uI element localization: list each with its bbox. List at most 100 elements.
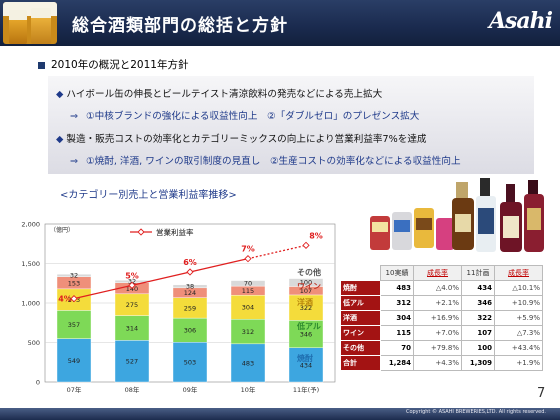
bullet-1-sub: ⇒ ①中核ブランドの強化による収益性向上 ②「ダブルゼロ」のプレゼンス拡大 — [70, 108, 419, 122]
row-label: その他 — [340, 340, 381, 356]
cell-rate: +16.9% — [413, 310, 462, 326]
bar-value-label: 527 — [126, 358, 138, 366]
row-label: 合計 — [340, 355, 381, 371]
section-title: 2010年の概況と2011年方針 — [51, 59, 189, 71]
cell-value: 100 — [461, 340, 495, 356]
y-tick-label: 500 — [28, 339, 40, 347]
bar-segment — [114, 315, 150, 341]
section-heading: 2010年の概況と2011年方針 — [38, 57, 188, 72]
bar-segment — [288, 347, 324, 383]
margin-point — [186, 268, 194, 276]
bullet-2-text: 製造・販売コストの効率化とカテゴリーミックスの向上により営業利益率7%を達成 — [66, 134, 427, 145]
bar-segment — [230, 318, 266, 345]
table-row: 焼酎 483 △4.0% 434 △10.1% — [340, 280, 543, 296]
bar-value-label: 434 — [300, 361, 312, 369]
row-label: 低アル — [340, 295, 381, 311]
bar-value-label: 32 — [70, 272, 78, 280]
product-images — [370, 178, 544, 252]
row-label: 洋酒 — [340, 310, 381, 326]
x-tick-label: 09年 — [183, 385, 198, 394]
bar-value-label: 322 — [300, 304, 312, 312]
data-table: 10実績 成長率 11計画 成長率 焼酎 483 △4.0% 434 △10.1… — [340, 265, 543, 371]
footer-bar: Copyright © ASAHI BREWERIES,LTD. All rig… — [0, 408, 560, 420]
cell-rate: +5.9% — [494, 310, 543, 326]
diamond-bullet-icon: ◆ — [56, 134, 64, 145]
y-tick-label: 1,500 — [21, 260, 40, 268]
margin-line-forecast — [247, 244, 307, 260]
bullet-2-sub-text: ①焼酎, 洋酒, ワインの取引制度の見直し ②生産コストの効率化などによる収益性… — [86, 156, 461, 167]
bar-value-label: 124 — [184, 289, 196, 297]
page-title: 総合酒類部門の総括と方針 — [72, 16, 288, 36]
cell-rate: +4.3% — [413, 355, 462, 371]
row-label: 焼酎 — [340, 280, 381, 296]
cell-rate: △10.1% — [494, 280, 543, 296]
page-number: 7 — [537, 386, 546, 401]
table-row: 低アル 312 +2.1% 346 +10.9% — [340, 295, 543, 311]
bar-value-label: 483 — [242, 359, 254, 367]
bar-segment — [230, 280, 266, 287]
bar-value-label: 70 — [244, 279, 252, 287]
beer-image — [3, 2, 57, 44]
table-row-total: 合計 1,284 +4.3% 1,309 +1.9% — [340, 355, 543, 371]
margin-point — [128, 281, 136, 289]
bar-value-label: 549 — [68, 357, 80, 365]
legend-line-label: 営業利益率 — [156, 227, 194, 237]
bullet-1-text: ハイボール缶の伸長とビールテイスト清涼飲料の発売などによる売上拡大 — [66, 89, 383, 100]
legend-label: 低アル — [296, 321, 321, 331]
diamond-bullet-icon: ◆ — [56, 89, 64, 100]
cell-rate: △4.0% — [413, 280, 462, 296]
bar-value-label: 107 — [300, 287, 312, 295]
bullet-2-sub: ⇒ ①焼酎, 洋酒, ワインの取引制度の見直し ②生産コストの効率化などによる収益… — [70, 153, 461, 167]
cell-value: 483 — [380, 280, 414, 296]
bar-segment — [288, 294, 324, 321]
cell-rate: +2.1% — [413, 295, 462, 311]
table-row: その他 70 +79.8% 100 +43.4% — [340, 340, 543, 356]
legend-label: その他 — [297, 267, 321, 277]
bar-value-label: 306 — [184, 327, 196, 335]
summary-box — [48, 76, 534, 174]
bar-value-label: 312 — [242, 328, 254, 336]
y-unit-label: （億円） — [50, 226, 74, 234]
bar-segment — [288, 320, 324, 348]
bullet-1-sub-text: ①中核ブランドの強化による収益性向上 ②「ダブルゼロ」のプレゼンス拡大 — [86, 111, 420, 122]
table-row: ワイン 115 +7.0% 107 △7.3% — [340, 325, 543, 341]
cell-value: 312 — [380, 295, 414, 311]
margin-label: 4% — [58, 295, 72, 304]
legend-label: ワイン — [297, 282, 321, 291]
x-tick-label: 08年 — [125, 385, 140, 394]
square-bullet-icon — [38, 61, 45, 69]
arrow-icon: ⇒ — [70, 156, 79, 167]
cell-rate: +43.4% — [494, 340, 543, 356]
bar-segment — [114, 340, 150, 383]
table-row: 洋酒 304 +16.9% 322 +5.9% — [340, 310, 543, 326]
bar-segment — [56, 274, 92, 277]
legend-label: 洋酒 — [297, 297, 313, 307]
table-header: 成長率 — [494, 265, 543, 281]
cell-rate: +1.9% — [494, 355, 543, 371]
x-tick-label: 10年 — [241, 385, 256, 394]
margin-label: 8% — [309, 231, 323, 240]
bar-value-label: 259 — [184, 304, 196, 312]
row-label: ワイン — [340, 325, 381, 341]
bar-value-label: 32 — [128, 278, 136, 286]
x-tick-label: 07年 — [67, 385, 82, 394]
table-header: 11計画 — [461, 265, 495, 281]
legend-line-marker — [137, 228, 145, 236]
copyright-text: Copyright © ASAHI BREWERIES,LTD. All rig… — [405, 409, 546, 415]
cell-rate: +10.9% — [494, 295, 543, 311]
margin-label: 7% — [241, 245, 255, 254]
bar-segment — [288, 278, 324, 287]
bar-value-label: 357 — [68, 321, 80, 329]
cell-value: 346 — [461, 295, 495, 311]
table-header: 10実績 — [380, 265, 414, 281]
margin-label: 6% — [183, 258, 197, 267]
cell-value: 304 — [380, 310, 414, 326]
bar-value-label: 304 — [242, 304, 254, 312]
legend-label: 焼酎 — [297, 353, 313, 363]
cell-value: 322 — [461, 310, 495, 326]
bar-segment — [172, 342, 208, 383]
cell-rate: △7.3% — [494, 325, 543, 341]
cell-value: 434 — [461, 280, 495, 296]
bar-value-label: 38 — [186, 282, 194, 290]
